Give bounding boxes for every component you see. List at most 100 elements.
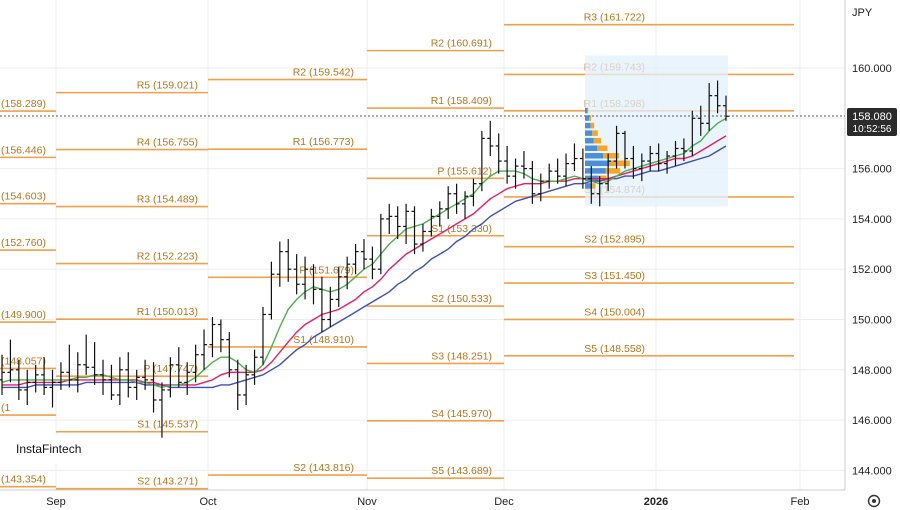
- ohlc-bar: [537, 173, 544, 202]
- pivot-label: S3 (151.450): [584, 270, 645, 282]
- ohlc-bar: [621, 130, 628, 169]
- ohlc-bar: [344, 256, 351, 290]
- ohlc-bar: [251, 349, 258, 385]
- profile-bar-blue: [585, 122, 591, 129]
- ohlc-bar: [158, 382, 165, 438]
- ohlc-bar: [125, 352, 132, 398]
- ohlc-bar: [605, 153, 612, 192]
- ohlc-bar: [276, 241, 283, 287]
- ohlc-bar: [15, 359, 22, 400]
- ohlc-bar: [495, 133, 502, 174]
- ohlc-bar: [167, 357, 174, 398]
- ohlc-bar: [655, 143, 662, 172]
- pivot-label: R1 (158.409): [431, 95, 492, 107]
- profile-bar-orange: [597, 145, 608, 151]
- ohlc-bar: [706, 83, 713, 131]
- ohlc-bar: [226, 332, 233, 378]
- profile-bar-blue: [585, 160, 609, 167]
- ohlc-bar: [512, 158, 519, 189]
- ma-slow-line: [2, 145, 727, 389]
- ohlc-bar: [217, 319, 224, 353]
- ohlc-bar: [91, 342, 98, 385]
- ohlc-bar: [369, 246, 376, 280]
- pivot-label: (143.354): [1, 474, 46, 486]
- profile-bar-blue: [585, 183, 593, 189]
- profile-bar-orange: [592, 130, 598, 136]
- profile-bar-orange: [590, 122, 595, 129]
- ohlc-bar: [302, 256, 309, 300]
- ohlc-bar: [318, 276, 325, 333]
- ohlc-bar: [293, 254, 300, 295]
- ohlc-bar: [201, 329, 208, 370]
- ohlc-bar: [285, 239, 292, 282]
- price-tick-label: 148.000: [852, 365, 892, 377]
- profile-bar-orange: [589, 115, 591, 121]
- ohlc-bar: [697, 105, 704, 136]
- pivot-label: R4 (156.755): [137, 137, 198, 149]
- ohlc-bar: [403, 203, 410, 245]
- ohlc-bars: [0, 80, 729, 438]
- ohlc-bar: [377, 213, 384, 275]
- ohlc-bar: [57, 362, 64, 390]
- ohlc-bar: [116, 357, 123, 406]
- pivot-label: S2 (143.271): [137, 476, 198, 488]
- brand-label: InstaFintech: [16, 442, 81, 456]
- ohlc-bar: [419, 223, 426, 252]
- ohlc-bar: [7, 339, 14, 383]
- ohlc-bar: [74, 352, 81, 393]
- time-tick-label: Sep: [46, 496, 66, 508]
- pivot-label: (156.446): [1, 144, 46, 156]
- pivot-label: (154.603): [1, 191, 46, 203]
- ohlc-bar: [133, 369, 140, 400]
- pivot-label: S5 (148.558): [584, 343, 645, 355]
- pivot-label: P (151.679): [299, 264, 354, 276]
- ohlc-bar: [184, 362, 191, 395]
- ohlc-bar: [638, 153, 645, 182]
- pivot-label: S1 (145.537): [137, 419, 198, 431]
- price-tick-label: 150.000: [852, 315, 892, 327]
- ohlc-bar: [243, 364, 250, 406]
- time-tick-label: Feb: [791, 496, 810, 508]
- ohlc-bar: [520, 150, 527, 179]
- ohlc-bar: [647, 145, 654, 172]
- ohlc-bar: [411, 206, 418, 255]
- pivot-label: S2 (143.816): [293, 462, 354, 474]
- ohlc-bar: [386, 203, 393, 234]
- current-price-tag: [847, 108, 897, 136]
- ohlc-bar: [100, 359, 107, 395]
- ohlc-bar: [487, 120, 494, 157]
- pivot-label: P (155.612): [437, 165, 492, 177]
- price-tick-label: 160.000: [852, 63, 892, 75]
- price-tick-label: 144.000: [852, 465, 892, 477]
- ohlc-bar: [150, 362, 157, 413]
- pivot-label: (149.900): [1, 309, 46, 321]
- profile-bar-orange: [593, 137, 601, 144]
- ohlc-bar: [428, 208, 435, 237]
- ohlc-bar: [66, 344, 73, 388]
- price-tick-label: 152.000: [852, 264, 892, 276]
- profile-bar-blue: [585, 107, 588, 114]
- ohlc-bar: [588, 166, 595, 204]
- pivot-label: R3 (154.489): [137, 194, 198, 206]
- settings-gear-icon[interactable]: [867, 494, 881, 508]
- price-tick-label: 154.000: [852, 214, 892, 226]
- ohlc-bar: [546, 163, 553, 189]
- symbol-label[interactable]: JPY: [852, 7, 873, 19]
- ohlc-bar: [714, 80, 721, 114]
- pivot-label: S2 (152.895): [584, 234, 645, 246]
- ohlc-bar: [529, 161, 536, 204]
- ohlc-bar: [470, 178, 477, 207]
- pivot-label: R1 (150.013): [137, 306, 198, 318]
- profile-bar-orange: [592, 183, 596, 189]
- pivot-label: R5 (159.021): [137, 80, 198, 92]
- ohlc-bar: [445, 186, 452, 219]
- profile-bar-orange: [603, 153, 619, 159]
- profile-bar-blue: [585, 168, 606, 174]
- pivot-label: (1: [1, 402, 10, 414]
- ohlc-bar: [49, 369, 56, 408]
- pivot-label: R2 (152.223): [137, 251, 198, 263]
- ohlc-bar: [436, 201, 443, 227]
- ohlc-bar: [259, 306, 266, 365]
